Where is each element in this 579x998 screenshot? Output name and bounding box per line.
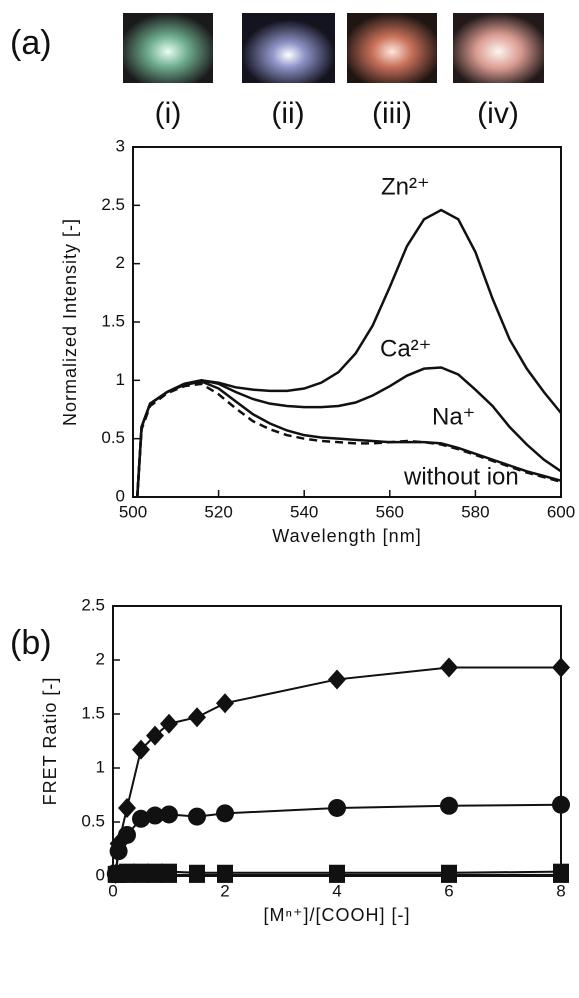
y-tick-label: 0	[116, 486, 125, 505]
x-tick-label: 8	[556, 881, 565, 900]
marker	[217, 866, 233, 883]
marker	[161, 866, 177, 883]
x-axis-label: [Mⁿ⁺]/[COOH] [-]	[263, 905, 410, 925]
y-tick-label: 1	[96, 757, 105, 776]
marker	[133, 866, 149, 883]
marker	[147, 866, 163, 883]
photo	[242, 13, 335, 83]
x-tick-label: 580	[461, 502, 489, 521]
photo	[123, 13, 213, 83]
x-tick-label: 600	[547, 502, 575, 521]
curve	[136, 208, 562, 498]
curve-label: Na⁺	[432, 403, 475, 430]
panel-label: (a)	[10, 24, 52, 62]
y-tick-label: 2.5	[81, 595, 105, 614]
y-tick-label: 2.5	[101, 195, 125, 214]
photo-label: (iv)	[477, 97, 519, 130]
marker	[552, 795, 570, 814]
marker	[216, 804, 234, 823]
connector	[114, 666, 561, 874]
marker	[146, 806, 164, 825]
curve-label: Ca²⁺	[380, 335, 431, 362]
x-tick-label: 500	[119, 502, 147, 521]
marker	[216, 693, 234, 714]
marker	[328, 798, 346, 817]
marker	[109, 842, 128, 861]
photo-label: (i)	[155, 97, 182, 130]
marker	[328, 669, 346, 690]
photo-label: (ii)	[271, 97, 304, 130]
x-tick-label: 6	[444, 881, 453, 900]
marker	[440, 657, 458, 678]
curve-label: Zn²⁺	[381, 173, 430, 200]
y-tick-label: 1.5	[81, 703, 105, 722]
panel-label: (b)	[10, 624, 52, 662]
x-tick-label: 520	[204, 502, 232, 521]
marker	[146, 725, 164, 746]
y-tick-label: 0.5	[81, 811, 105, 830]
marker	[440, 796, 458, 815]
photo	[453, 13, 544, 83]
y-tick-label: 1.5	[101, 311, 125, 330]
photos: (i) (ii) (iii) (iv)	[123, 13, 544, 130]
marker	[553, 866, 569, 883]
y-axis-label: Normalized Intensity [-]	[60, 218, 80, 426]
photo	[347, 13, 437, 83]
marker	[188, 807, 206, 826]
curve	[136, 382, 562, 498]
x-axis-label: Wavelength [nm]	[272, 526, 421, 546]
plot-frame	[112, 605, 562, 877]
plot-frame	[132, 146, 562, 498]
marker	[188, 707, 206, 728]
marker	[132, 739, 150, 760]
marker	[329, 866, 345, 883]
y-tick-label: 3	[116, 136, 125, 155]
x-tick-label: 540	[290, 502, 318, 521]
x-tick-label: 0	[108, 881, 117, 900]
marker	[118, 825, 136, 844]
curve	[136, 380, 562, 498]
x-tick-label: 560	[376, 502, 404, 521]
marker	[189, 866, 205, 883]
x-tick-label: 4	[332, 881, 341, 900]
y-axis-label: FRET Ratio [-]	[40, 677, 60, 806]
marker	[160, 713, 178, 734]
marker	[132, 809, 150, 828]
marker	[441, 866, 457, 883]
marker	[160, 805, 178, 824]
y-tick-label: 2	[96, 649, 105, 668]
marker	[118, 797, 136, 818]
y-tick-label: 2	[116, 253, 125, 272]
marker	[552, 657, 570, 678]
x-tick-label: 2	[220, 881, 229, 900]
curve-label: without ion	[403, 463, 519, 490]
y-tick-label: 1	[116, 370, 125, 389]
y-tick-label: 0.5	[101, 428, 125, 447]
marker	[119, 866, 135, 883]
y-tick-label: 0	[96, 865, 105, 884]
photo-label: (iii)	[372, 97, 412, 130]
